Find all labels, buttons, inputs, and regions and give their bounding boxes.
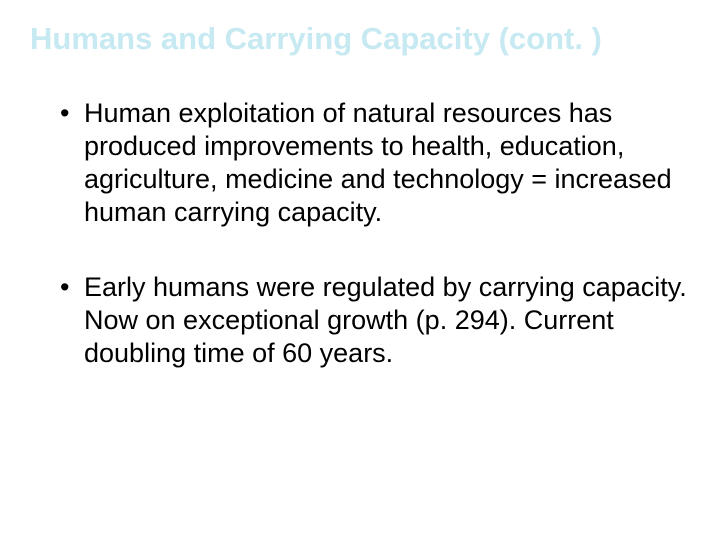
slide-title: Humans and Carrying Capacity (cont. ) bbox=[30, 20, 690, 57]
bullet-item: Early humans were regulated by carrying … bbox=[60, 271, 690, 370]
bullet-list: Human exploitation of natural resources … bbox=[30, 97, 690, 370]
bullet-item: Human exploitation of natural resources … bbox=[60, 97, 690, 229]
